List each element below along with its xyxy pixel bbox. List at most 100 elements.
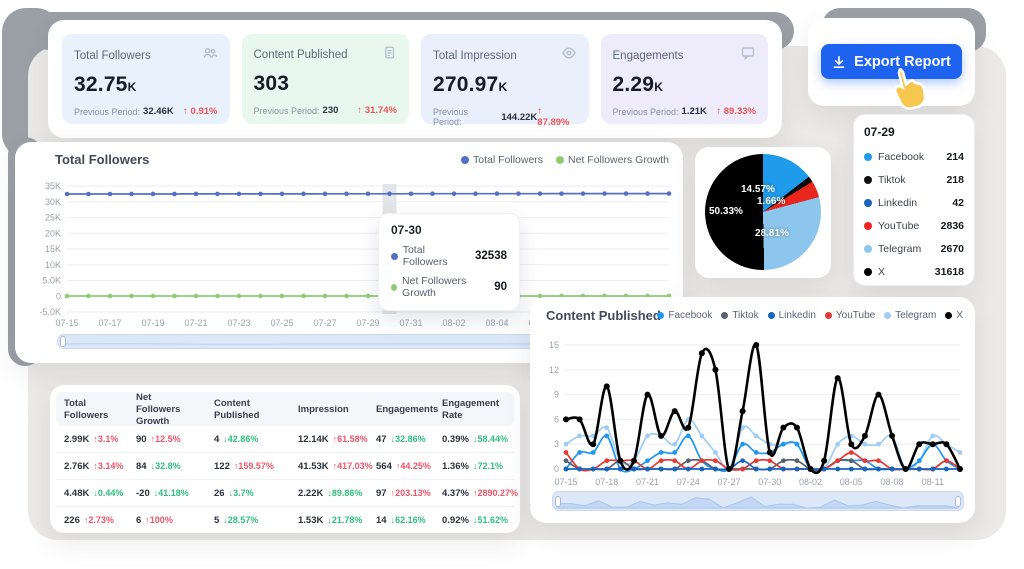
legend-label: Linkedin [778,310,816,321]
legend-item-telegram[interactable]: Telegram [884,310,936,321]
table-cell: 0.92% ↓51.62% [434,515,514,526]
stat-value: 270.97K [433,73,508,96]
svg-text:07-19: 07-19 [141,318,164,328]
svg-text:08-08: 08-08 [881,477,904,487]
legend-item-net-followers-growth[interactable]: Net Followers Growth [556,154,669,166]
platform-dot [864,244,872,253]
svg-text:07-18: 07-18 [595,477,618,487]
svg-text:3: 3 [554,439,559,449]
brush-handle-left[interactable] [60,336,66,347]
legend-label: YouTube [835,310,876,321]
svg-text:0: 0 [56,291,61,301]
table-cell: 97 ↑203.13% [368,488,434,499]
svg-text:07-30: 07-30 [758,477,781,487]
pie-chart-card: 14.57% 1.66% 50.33% 28.81% [695,147,831,278]
svg-text:07-31: 07-31 [399,318,422,328]
svg-text:5.0K: 5.0K [42,276,61,286]
svg-text:07-15: 07-15 [554,477,577,487]
table-row: 4.48K ↓0.44% -20 ↓41.18% 26 ↓3.7% 2.22K ↓89.86%… [56,480,518,507]
legend-item-tiktok[interactable]: Tiktok [721,310,759,321]
cell-value: 4.48K [64,487,90,499]
svg-text:07-27: 07-27 [718,477,741,487]
table-cell: 2.99K ↑3.1% [56,434,128,445]
platform-breakdown-card: 07-29 Facebook 214 Tiktok 218 Linkedin 42 YouT… [853,114,975,286]
svg-text:08-05: 08-05 [840,477,863,487]
content-chart-brush[interactable] [552,491,964,511]
legend-item-x[interactable]: X [945,310,963,321]
stat-card-engagements: Engagements 2.29K Previous Period: 1.21K ↑… [600,34,768,124]
cell-value: 2.76K [64,460,90,472]
platform-pie-chart[interactable] [705,154,821,270]
table-cell: 47 ↓32.86% [368,434,434,445]
cell-value: 122 [214,460,230,472]
pie-slice-label: 14.57% [741,184,775,195]
legend-label: X [956,310,963,321]
cell-change: ↑159.57% [233,460,274,471]
table-cell: 564 ↑44.25% [368,461,434,472]
export-report-button[interactable]: Export Report [821,44,962,79]
cell-value: 2.99K [64,433,90,445]
stat-change: ↑ 87.89% [537,106,570,128]
stat-change: ↑ 89.33% [716,106,756,117]
brush-handle-right[interactable] [955,495,961,507]
stats-row: Total Followers 32.75K Previous Period: 3… [48,20,782,138]
content-chart-card: Content Published Facebook Tiktok Linkedin… [530,297,975,523]
tooltip-rows: Total Followers 32538 Net Followers Growth… [391,244,507,299]
legend-item-total-followers[interactable]: Total Followers [461,154,543,166]
tooltip-series-dot [391,252,398,260]
brush-handle-left[interactable] [555,495,561,507]
svg-text:15: 15 [549,340,559,350]
svg-text:07-25: 07-25 [270,318,293,328]
legend-label: Facebook [668,310,713,321]
stat-footer: Previous Period: 1.21K ↑ 89.33% [612,106,757,117]
stat-card-content-published: Content Published 303 Previous Period: 23… [241,34,409,124]
cell-value: 84 [136,460,147,472]
svg-text:07-17: 07-17 [98,318,121,328]
table-header-cell: Engagement Rate [442,397,500,421]
table-row: 226 ↑2.73% 6 ↑100% 5 ↓28.57% 1.53K ↓21.78% 14 ↓62… [56,507,514,533]
cell-value: 2.22K [298,487,324,499]
cell-change: ↑2.73% [83,514,114,525]
table-cell: 2.76K ↑3.14% [56,461,128,472]
svg-text:6: 6 [554,414,559,424]
svg-text:07-24: 07-24 [677,477,700,487]
cell-change: ↑3.14% [93,460,124,471]
svg-text:25K: 25K [45,213,61,223]
platform-name: Tiktok [878,173,906,186]
tooltip-series-dot [391,283,398,291]
stat-title: Engagements [612,49,684,62]
table-cell: 5 ↓28.57% [206,515,290,526]
content-line-chart[interactable]: 15 12 9 6 3 0 07-15 07-18 07-21 07-24 07-27 07-30 08… [536,337,968,489]
stats-panel: Total Followers 32.75K Previous Period: 3… [48,20,782,138]
legend-dot [824,312,832,319]
cell-value: 0.92% [442,514,469,526]
cell-value: 97 [376,487,387,499]
legend-item-linkedin[interactable]: Linkedin [767,310,816,321]
table-cell: 4.48K ↓0.44% [56,488,128,499]
legend-label: Tiktok [732,310,759,321]
breakdown-date: 07-29 [864,125,895,139]
stat-title: Total Impression [433,49,517,62]
table-cell: 12.14K ↑61.58% [290,434,368,445]
metrics-table-card: Total Followers Net Followers Growth Conte… [50,385,520,533]
svg-text:-5.0K: -5.0K [39,307,61,317]
followers-chart-title: Total Followers [55,152,150,167]
platform-dot [864,198,872,207]
platform-dot [864,175,872,184]
svg-text:12: 12 [549,365,559,375]
tooltip-row: Net Followers Growth 90 [391,275,507,299]
cell-value: 1.36% [442,460,469,472]
table-cell: 1.53K ↓21.78% [290,515,368,526]
download-icon [832,55,846,69]
stat-value: 2.29K [612,73,664,96]
content-chart-title: Content Published [546,308,661,323]
legend-item-youtube[interactable]: YouTube [824,310,876,321]
cell-change: ↓32.86% [390,433,426,444]
cell-value: 41.53K [298,460,329,472]
table-cell: 14 ↓62.16% [368,515,434,526]
svg-text:07-15: 07-15 [55,318,78,328]
cell-change: ↑417.03% [332,460,373,471]
pie-slice-label: 28.81% [755,228,789,239]
svg-text:9: 9 [554,390,559,400]
legend-item-facebook[interactable]: Facebook [657,310,712,321]
